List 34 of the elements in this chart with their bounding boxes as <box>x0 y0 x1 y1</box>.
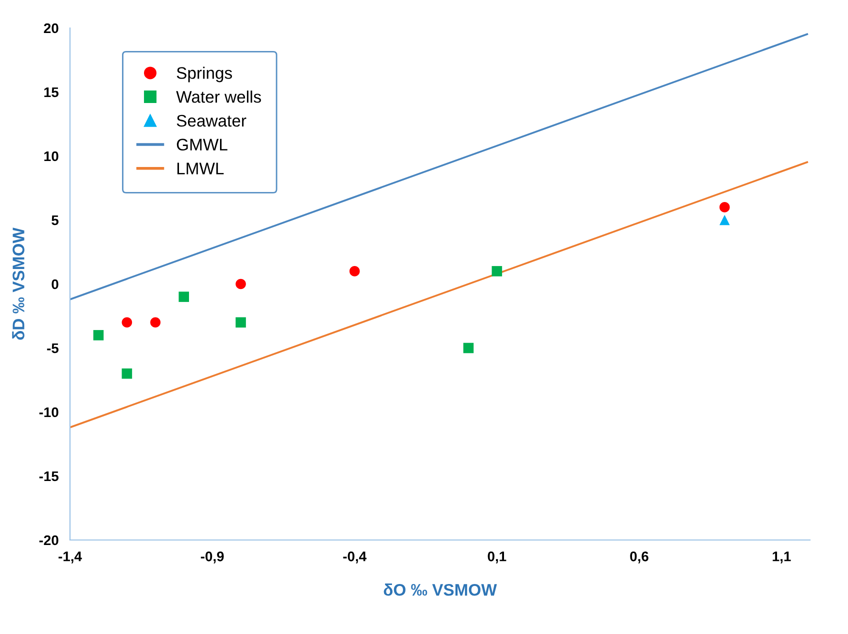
y-tick-label: 5 <box>52 215 59 226</box>
x-tick-label: 0,1 <box>488 551 506 564</box>
x-tick-label: 1,1 <box>772 552 791 564</box>
legend-label: Water wells <box>176 90 261 103</box>
y-tick-label: 0 <box>52 279 58 290</box>
x-tick-label: -0,9 <box>200 551 224 564</box>
point <box>492 266 502 276</box>
y-tick-label: 10 <box>44 151 58 162</box>
point <box>719 214 730 226</box>
y-tick-label: 15 <box>44 87 59 98</box>
legend-label: Springs <box>176 66 232 82</box>
point <box>236 278 246 290</box>
point <box>236 317 246 328</box>
y-axis-title: δD ‰ VSMOW <box>12 228 24 340</box>
point <box>122 368 132 379</box>
y-tick-label: -20 <box>39 535 58 546</box>
point <box>178 292 189 302</box>
point <box>93 330 104 340</box>
point <box>150 317 161 328</box>
x-axis-title: δO ‰ VSMOW <box>384 584 497 596</box>
legend-label: GMWL <box>176 138 228 151</box>
point <box>719 202 730 212</box>
x-tick-label: -0,4 <box>343 551 367 564</box>
point <box>349 266 360 276</box>
legend-label: LMWL <box>177 162 224 174</box>
point <box>122 317 132 328</box>
y-tick-label: -5 <box>47 343 59 354</box>
x-tick-label: -1,4 <box>58 552 82 564</box>
y-tick-label: -10 <box>39 407 58 418</box>
x-tick-label: 0,6 <box>630 551 648 564</box>
legend-label: Seawater <box>176 114 246 127</box>
y-tick-label: -15 <box>39 471 59 482</box>
y-tick-label: 20 <box>44 23 58 34</box>
point <box>463 342 474 354</box>
